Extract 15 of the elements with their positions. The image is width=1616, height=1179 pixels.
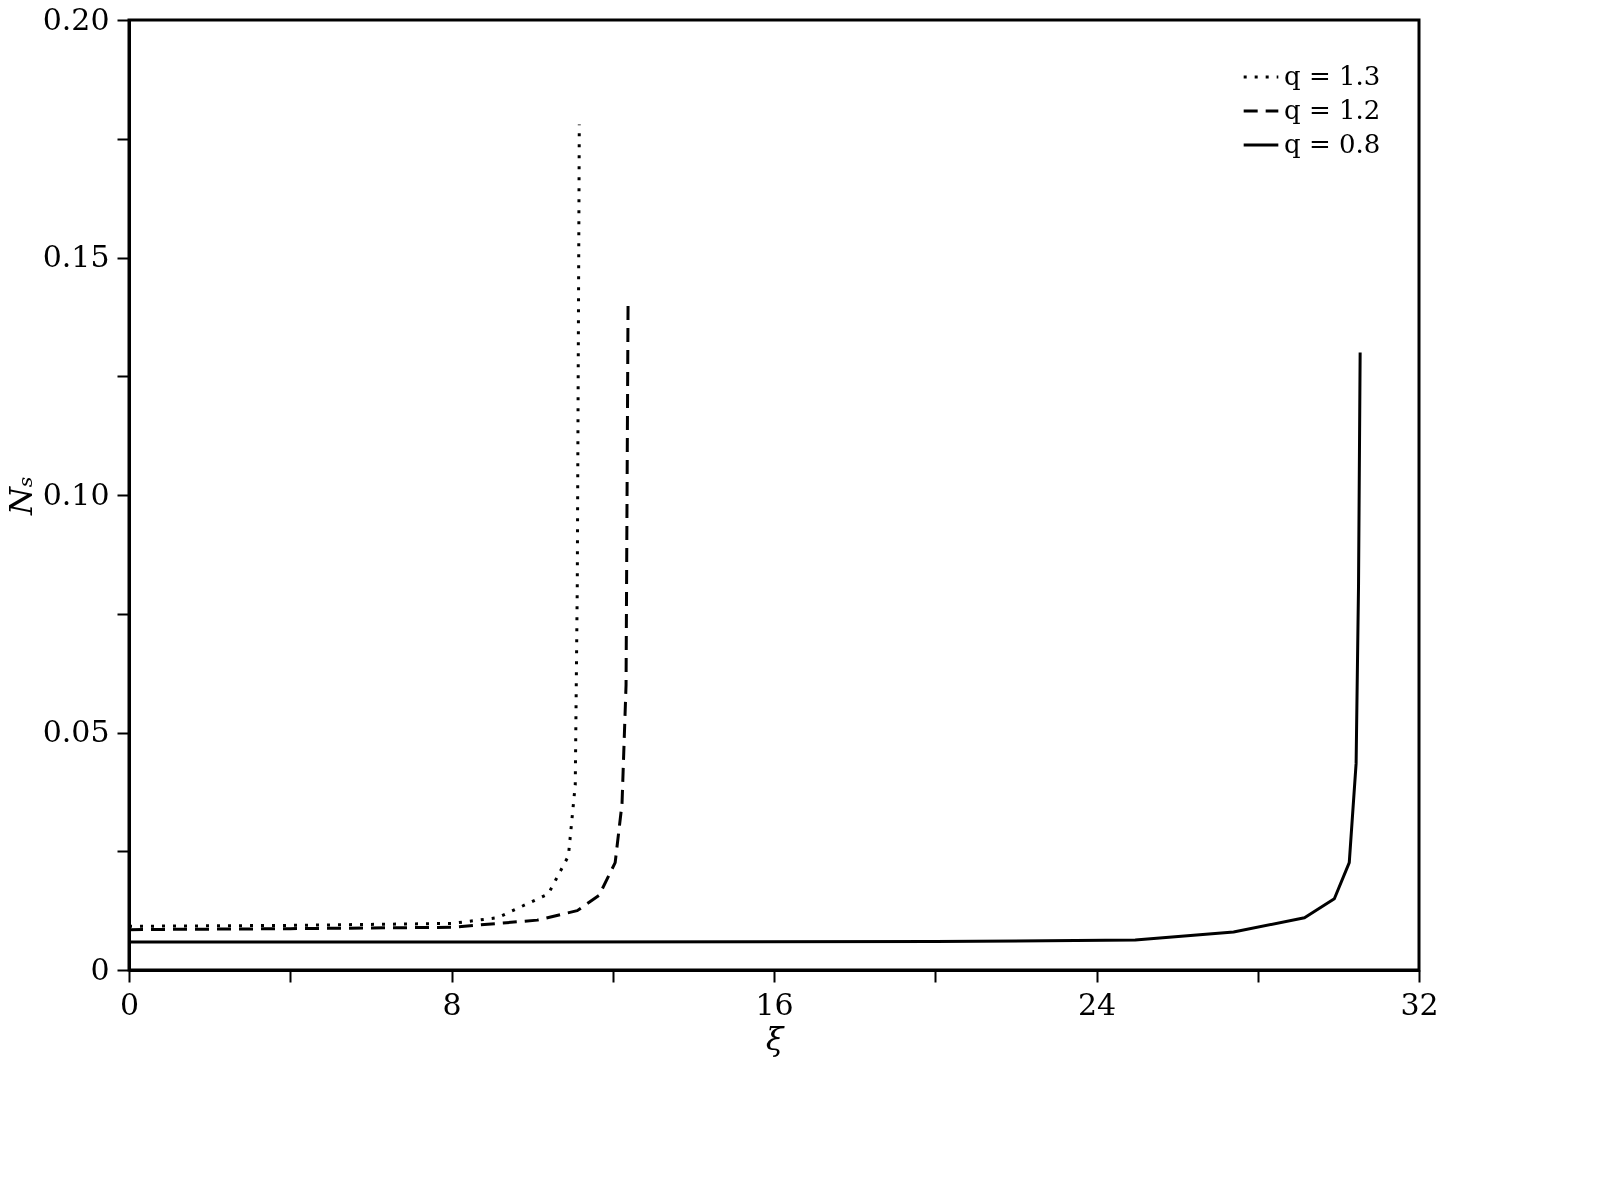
y-tick-label: 0.05 xyxy=(42,714,110,749)
legend-label: q = 0.8 xyxy=(1284,129,1381,159)
y-tick-label: 0 xyxy=(90,951,110,987)
x-tick-label: 8 xyxy=(442,986,462,1022)
legend-label: q = 1.2 xyxy=(1284,95,1381,125)
x-tick-label: 0 xyxy=(119,986,140,1022)
x-axis-title: ξ xyxy=(765,1019,785,1058)
x-tick-label: 24 xyxy=(1077,986,1117,1022)
x-tick-label: 16 xyxy=(755,986,794,1022)
x-tick-label: 32 xyxy=(1400,986,1439,1022)
y-tick-label: 0.15 xyxy=(42,239,110,274)
y-axis-title: Nₛ xyxy=(1,476,40,516)
legend-label: q = 1.3 xyxy=(1284,61,1381,91)
y-tick-label: 0.20 xyxy=(42,1,110,37)
y-tick-label: 0.10 xyxy=(42,476,110,512)
